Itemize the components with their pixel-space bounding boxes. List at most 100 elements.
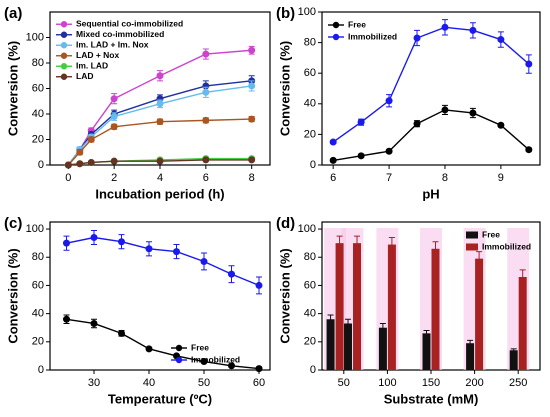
marker bbox=[64, 161, 72, 169]
marker bbox=[156, 118, 164, 126]
legend-marker bbox=[332, 21, 340, 29]
x-tick-label: 6 bbox=[330, 172, 336, 184]
error-bar bbox=[336, 235, 343, 251]
legend-marker bbox=[60, 42, 68, 49]
legend-text: Mixed co-immobilized bbox=[76, 29, 164, 39]
error-bar bbox=[388, 237, 395, 253]
series-line bbox=[333, 109, 530, 162]
y-tick-label: 0 bbox=[310, 364, 316, 376]
marker bbox=[200, 358, 208, 366]
y-tick-label: 100 bbox=[298, 6, 316, 18]
y-axis-label: Conversion (%) bbox=[277, 41, 292, 136]
legend-text: Im. LAD bbox=[76, 61, 108, 71]
error-bar bbox=[476, 251, 483, 267]
marker bbox=[385, 97, 393, 105]
y-tick-label: 0 bbox=[38, 159, 44, 171]
marker bbox=[76, 160, 84, 168]
y-tick-label: 40 bbox=[32, 308, 44, 320]
y-tick-label: 20 bbox=[32, 336, 44, 348]
legend-marker bbox=[60, 63, 68, 70]
marker bbox=[248, 46, 256, 54]
marker bbox=[469, 109, 477, 117]
panel-label: (c) bbox=[4, 215, 22, 232]
y-tick-label: 0 bbox=[310, 159, 316, 171]
y-tick-label: 20 bbox=[32, 133, 44, 145]
plot-frame bbox=[49, 221, 271, 371]
panel-label: (a) bbox=[4, 5, 22, 22]
marker bbox=[110, 123, 118, 131]
legend-marker bbox=[60, 73, 68, 80]
marker bbox=[110, 113, 118, 121]
series-line bbox=[66, 318, 260, 370]
legend-text: LAD bbox=[76, 71, 93, 81]
marker bbox=[202, 116, 210, 124]
marker bbox=[76, 148, 84, 156]
marker bbox=[248, 156, 256, 164]
legend-marker bbox=[60, 31, 68, 38]
marker bbox=[255, 281, 263, 289]
x-tick-label: 7 bbox=[386, 172, 392, 184]
x-tick-label: 200 bbox=[465, 377, 483, 389]
marker bbox=[202, 50, 210, 58]
y-axis-label: Conversion (%) bbox=[277, 248, 292, 343]
error-bar bbox=[327, 314, 334, 324]
y-axis-label: Conversion (%) bbox=[5, 41, 20, 136]
marker bbox=[329, 156, 337, 164]
y-tick-label: 80 bbox=[304, 37, 316, 49]
legend-marker bbox=[60, 21, 68, 28]
x-axis-label: Temperature (ºC) bbox=[108, 391, 212, 406]
bar bbox=[475, 258, 484, 370]
legend-text: Immobilized bbox=[191, 354, 240, 364]
plot-frame bbox=[321, 11, 541, 166]
legend-text: Free bbox=[191, 342, 209, 352]
y-tick-label: 40 bbox=[304, 98, 316, 110]
error-bar bbox=[510, 348, 517, 353]
marker bbox=[145, 345, 153, 353]
bar bbox=[335, 243, 344, 370]
x-tick-label: 50 bbox=[338, 377, 350, 389]
marker bbox=[385, 147, 393, 155]
error-bar bbox=[519, 269, 526, 285]
x-tick-label: 40 bbox=[143, 377, 155, 389]
x-tick-label: 8 bbox=[442, 172, 448, 184]
legend-swatch bbox=[466, 243, 478, 251]
bar bbox=[509, 350, 518, 370]
series-line bbox=[66, 236, 260, 287]
x-tick-label: 8 bbox=[249, 172, 255, 184]
marker bbox=[329, 138, 337, 146]
marker bbox=[441, 106, 449, 114]
marker bbox=[110, 157, 118, 165]
marker bbox=[525, 60, 533, 68]
legend-text: Immobilized bbox=[348, 31, 397, 41]
marker bbox=[90, 234, 98, 242]
x-axis-label: pH bbox=[422, 186, 439, 201]
bar bbox=[353, 243, 362, 370]
y-tick-label: 60 bbox=[304, 67, 316, 79]
legend-marker bbox=[60, 52, 68, 59]
marker bbox=[200, 257, 208, 265]
x-tick-label: 50 bbox=[198, 377, 210, 389]
y-tick-label: 60 bbox=[304, 279, 316, 291]
marker bbox=[202, 88, 210, 96]
marker bbox=[173, 248, 180, 256]
marker bbox=[469, 26, 477, 34]
x-tick-label: 6 bbox=[203, 172, 209, 184]
y-tick-label: 40 bbox=[32, 108, 44, 120]
marker bbox=[118, 238, 125, 246]
marker bbox=[357, 118, 365, 126]
marker bbox=[497, 121, 505, 129]
bar bbox=[387, 244, 396, 370]
y-tick-label: 100 bbox=[26, 31, 44, 43]
legend-text: Im. LAD + Im. Nox bbox=[76, 40, 149, 50]
x-tick-label: 60 bbox=[253, 377, 265, 389]
legend-text: Free bbox=[348, 19, 366, 29]
y-tick-label: 80 bbox=[32, 251, 44, 263]
y-tick-label: 60 bbox=[32, 279, 44, 291]
bar bbox=[344, 323, 353, 370]
y-tick-label: 20 bbox=[304, 128, 316, 140]
x-axis-label: Incubation period (h) bbox=[95, 186, 224, 201]
legend-marker bbox=[332, 33, 340, 41]
error-bar bbox=[423, 330, 430, 337]
bar bbox=[422, 333, 431, 370]
error-bar bbox=[467, 339, 474, 347]
